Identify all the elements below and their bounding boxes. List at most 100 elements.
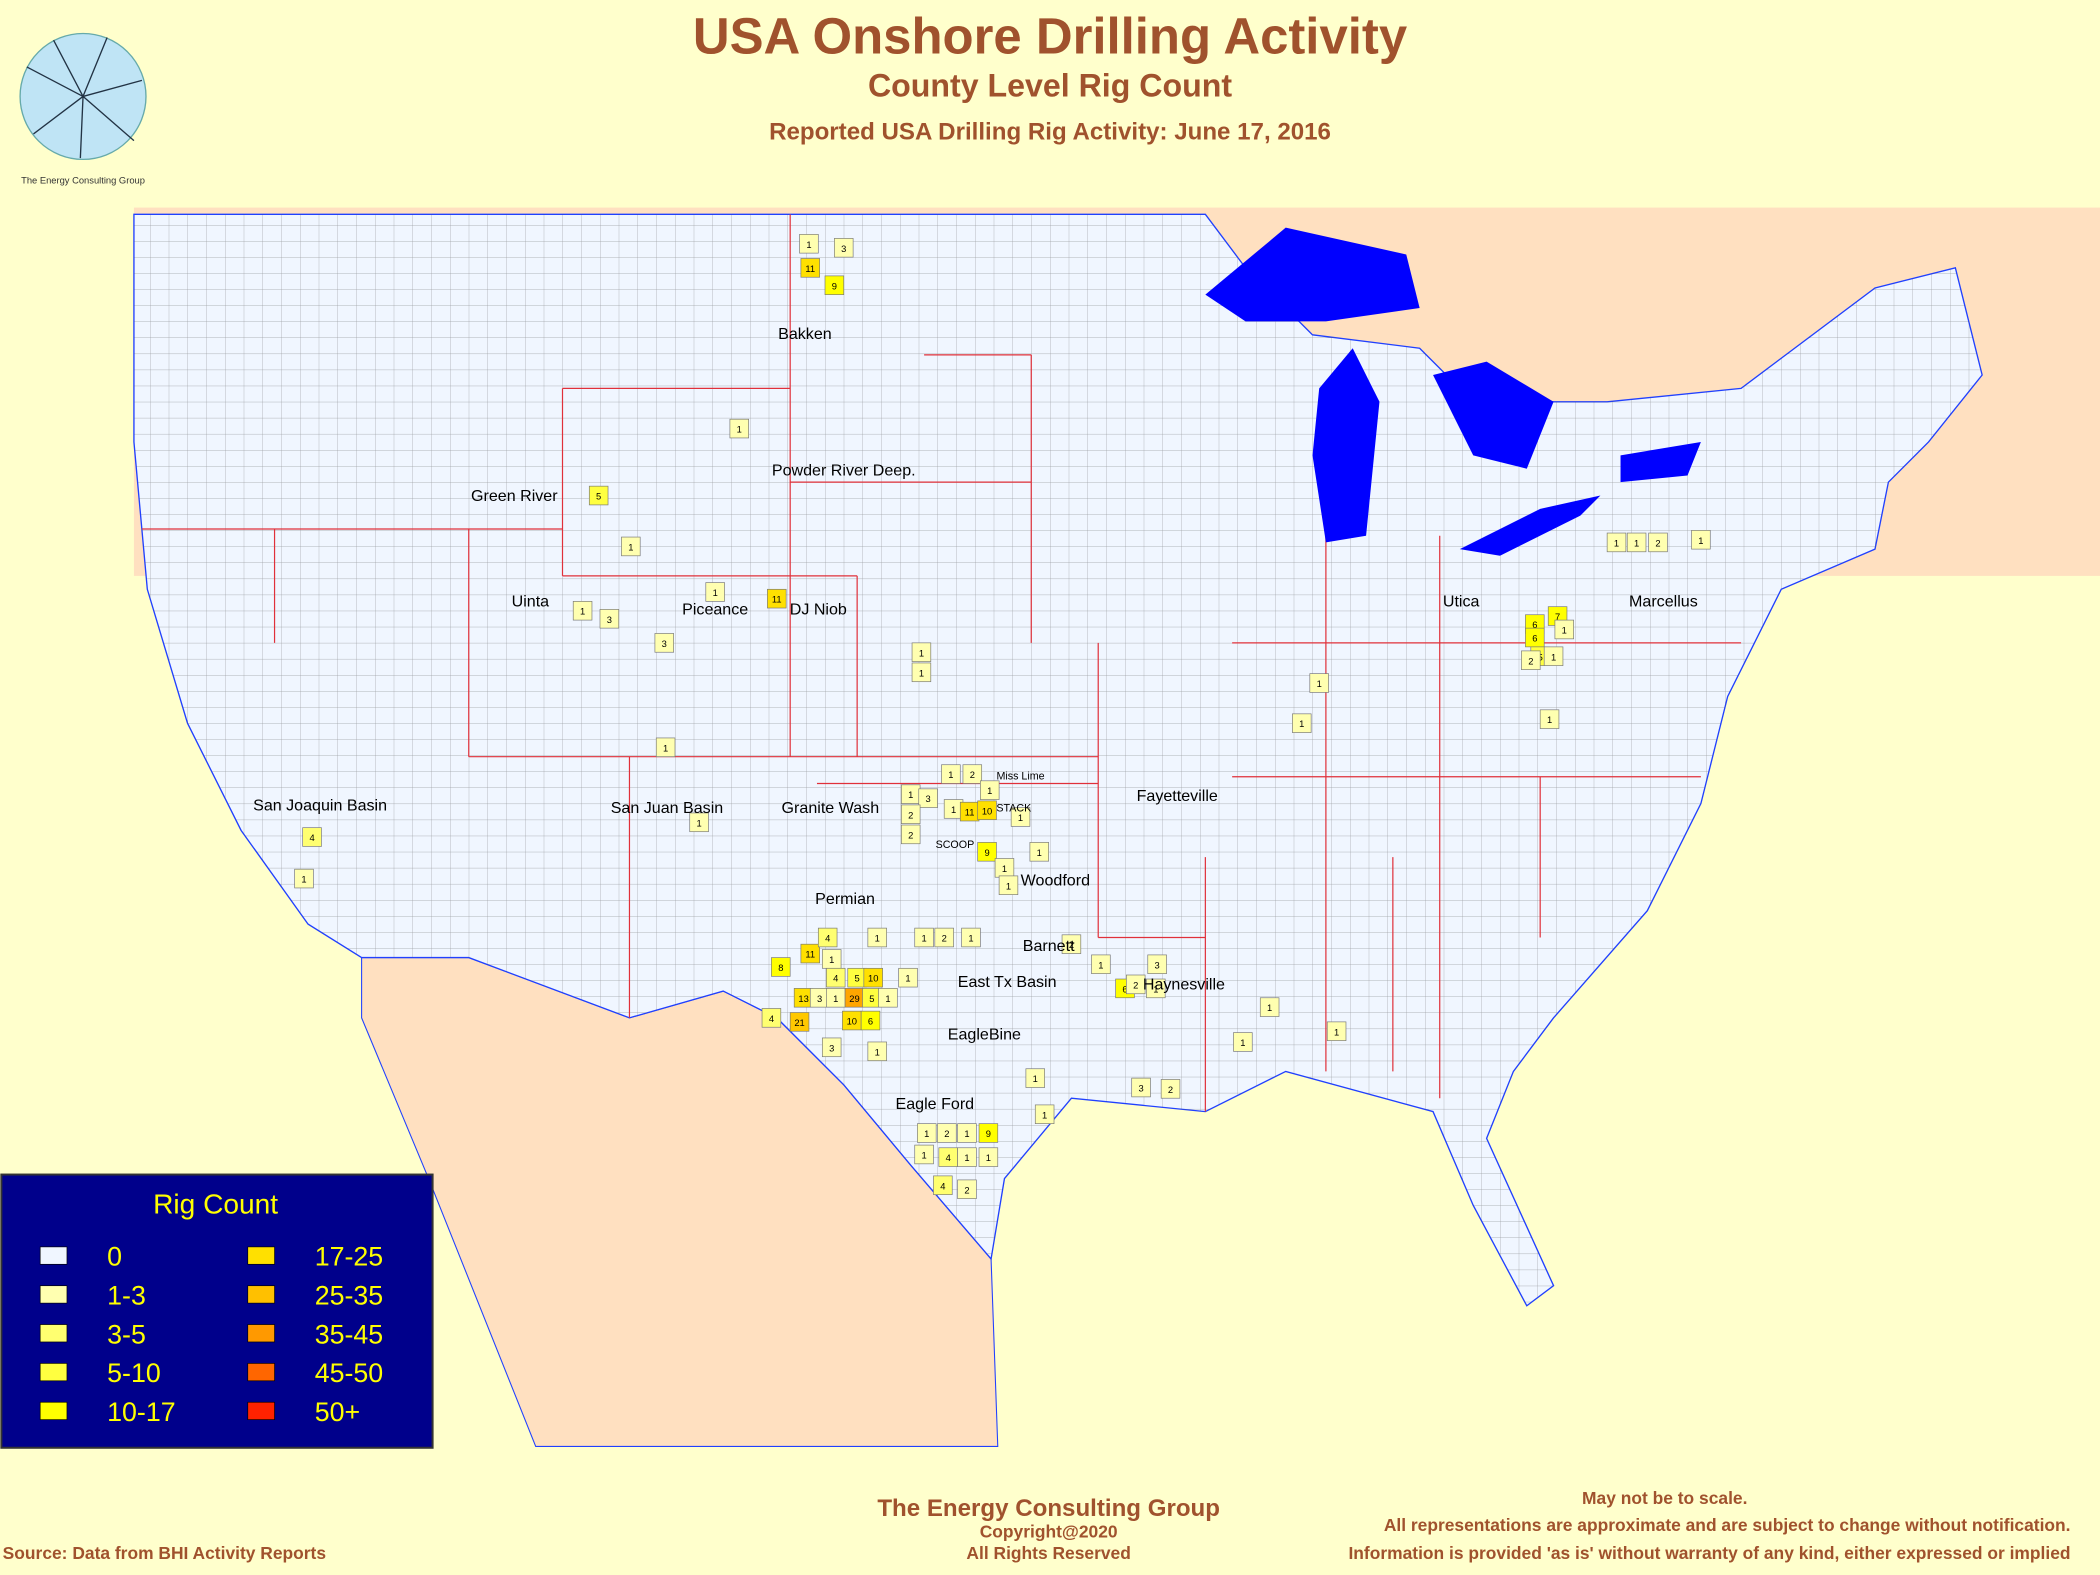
- county: [1010, 807, 1031, 827]
- basin-label: Bakken: [778, 325, 832, 343]
- county: [771, 957, 791, 977]
- county: [1025, 1068, 1045, 1088]
- county: [914, 1144, 934, 1165]
- county-count: 5: [869, 994, 874, 1004]
- basin-label: Powder River Deep.: [772, 461, 916, 479]
- county: [957, 1179, 977, 1199]
- county-count: 6: [1122, 984, 1127, 994]
- county: [1521, 650, 1541, 670]
- county: [655, 737, 676, 758]
- county-count: 1: [921, 934, 926, 944]
- county: [867, 927, 887, 948]
- county-count: 1: [919, 648, 924, 658]
- county-count: 5: [596, 492, 601, 502]
- legend-swatch: [39, 1401, 68, 1420]
- legend-swatch: [247, 1363, 275, 1382]
- county-count: 1: [1551, 652, 1556, 662]
- county-count: 1: [1547, 715, 1552, 725]
- county: [961, 927, 981, 948]
- county-count: 1: [885, 994, 890, 1004]
- county: [572, 601, 593, 621]
- county: [1126, 974, 1146, 995]
- county: [1259, 997, 1280, 1017]
- basin-label: Eagle Ford: [896, 1095, 975, 1113]
- great-lakes: [1205, 227, 1701, 556]
- county: [1626, 532, 1647, 553]
- basin-label: Granite Wash: [782, 799, 880, 817]
- county-count: 3: [607, 615, 612, 625]
- county-count: 1: [987, 786, 992, 796]
- basin-label: Haynesville: [1143, 976, 1225, 994]
- basin-label: Woodford: [1021, 871, 1090, 889]
- disclaimer: Information is provided 'as is' without …: [1348, 1543, 2070, 1563]
- legend-swatch: [39, 1363, 68, 1382]
- county-count: 1: [1634, 538, 1639, 548]
- county-count: 2: [964, 1185, 969, 1195]
- county-count: 1: [806, 240, 811, 250]
- county-count: 1: [696, 818, 701, 828]
- county-count: 3: [841, 244, 846, 254]
- county: [937, 1123, 957, 1143]
- county-count: 4: [825, 934, 830, 944]
- county: [1091, 954, 1111, 974]
- county: [689, 812, 709, 833]
- footer-rights: All Rights Reserved: [966, 1543, 1130, 1563]
- county-count: 1: [1334, 1027, 1339, 1037]
- county-count: 10: [868, 974, 878, 984]
- county-count: 1: [1098, 960, 1103, 970]
- basin-label: San Juan Basin: [611, 799, 724, 817]
- county-count: 1: [948, 770, 953, 780]
- legend-swatch: [39, 1324, 68, 1343]
- county-count: 1: [1299, 719, 1304, 729]
- county-count: 7: [1555, 612, 1560, 622]
- county: [800, 258, 820, 278]
- county: [817, 927, 838, 948]
- county: [1292, 713, 1312, 733]
- county: [294, 868, 314, 889]
- county-count: 2: [1133, 980, 1138, 990]
- county: [901, 804, 921, 824]
- county-count: 6: [868, 1017, 873, 1027]
- county-count: 2: [944, 1129, 949, 1139]
- county: [1160, 1079, 1181, 1099]
- county-count: 10: [982, 806, 992, 816]
- county: [834, 238, 854, 258]
- logo-caption: The Energy Consulting Group: [21, 175, 145, 185]
- county: [914, 927, 934, 948]
- basin-label: San Joaquin Basin: [253, 796, 387, 814]
- basin-label: SCOOP: [936, 839, 975, 851]
- footer-source: Source: Data from BHI Activity Reports: [3, 1543, 326, 1563]
- county: [1543, 646, 1564, 666]
- county: [621, 536, 641, 557]
- county-count: 1: [875, 1047, 880, 1057]
- county-count: 8: [778, 963, 783, 973]
- basin-label: Miss Lime: [996, 770, 1044, 782]
- county-count: 1: [1153, 984, 1158, 994]
- county-count: 1: [908, 790, 913, 800]
- legend-title: Rig Count: [153, 1188, 278, 1219]
- legend-swatch: [247, 1401, 275, 1420]
- county-count: 9: [986, 1129, 991, 1139]
- county: [705, 582, 725, 602]
- county-count: 3: [1138, 1084, 1143, 1094]
- county: [878, 988, 898, 1008]
- basin-label: Fayetteville: [1137, 787, 1218, 805]
- county-count: 9: [984, 848, 989, 858]
- legend-label: 45-50: [315, 1358, 383, 1388]
- county-count: 2: [1168, 1085, 1173, 1095]
- county-count: 1: [829, 955, 834, 965]
- county: [978, 1123, 999, 1143]
- legend-label: 35-45: [315, 1319, 383, 1349]
- county: [1034, 1104, 1055, 1124]
- basin-labels: Bakken Powder River Deep. Green River Uinta…: [253, 325, 1698, 1113]
- county-count: 10: [847, 1017, 857, 1027]
- county-count: 1: [628, 542, 633, 552]
- county-count: 1: [875, 934, 880, 944]
- county-count: 1: [924, 1129, 929, 1139]
- legend-label: 10-17: [107, 1397, 175, 1427]
- county: [901, 824, 921, 845]
- county-count: 3: [662, 639, 667, 649]
- county: [654, 633, 674, 653]
- county-count: 1: [921, 1150, 926, 1160]
- basin-label: Permian: [815, 890, 875, 908]
